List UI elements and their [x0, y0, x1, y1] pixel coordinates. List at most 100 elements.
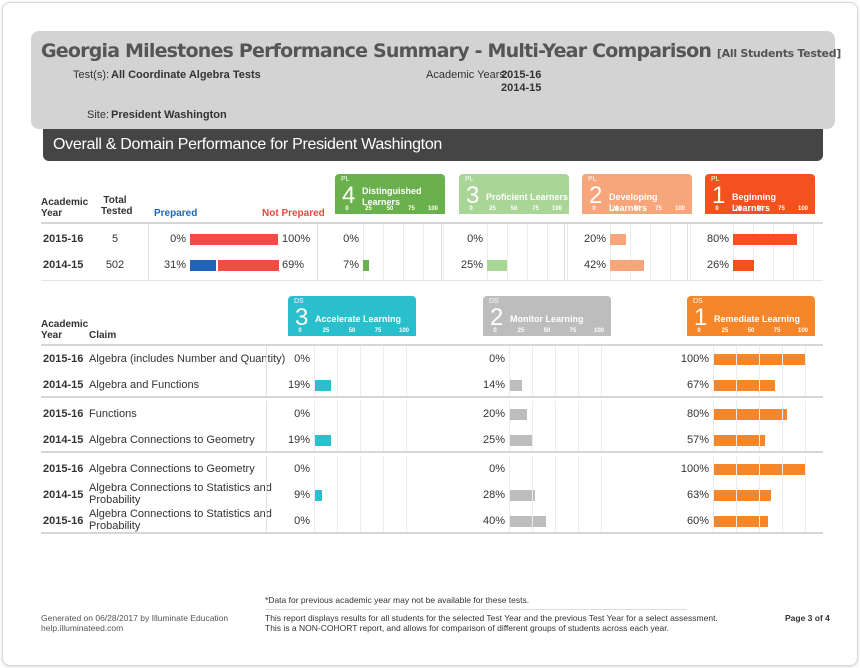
grid-line	[423, 224, 424, 280]
row-tested: 5	[111, 233, 119, 245]
level-number: 1	[712, 182, 726, 209]
domain-value: 20%	[482, 408, 505, 420]
level-name: Proficient Learners	[486, 192, 569, 202]
title-tag: [All Students Tested]	[716, 47, 842, 60]
domain-bar	[314, 380, 332, 391]
footer-divider	[265, 609, 687, 610]
level-header-1: DS 1 Remediate Learning 0 25 50 75 100	[687, 296, 815, 336]
grid-line	[753, 224, 754, 280]
grid-line	[383, 401, 384, 451]
year-1: 2015-16	[501, 69, 542, 81]
grid-line	[690, 224, 691, 280]
claim-year: 2015-16	[43, 463, 84, 475]
level-scale: 0 25 50 75 100	[459, 206, 569, 214]
level-name: Distinguished Learners	[362, 186, 422, 207]
grid-line	[314, 401, 315, 451]
domain-col-sep	[266, 401, 267, 451]
domain-value: 25%	[482, 434, 505, 446]
scale-tick: 0	[298, 328, 302, 334]
level-header-3: DS 3 Accelerate Learning 0 25 50 75 100	[288, 296, 416, 336]
domain-value: 28%	[482, 489, 505, 501]
level-bar	[610, 260, 644, 271]
domain-value: 63%	[686, 489, 709, 501]
footer-desc-2: This is a NON-COHORT report, and allows …	[265, 623, 669, 633]
scale-tick: 100	[593, 328, 605, 334]
scale-tick: 50	[386, 206, 394, 212]
scale-tick: 50	[747, 328, 755, 334]
domain-bar	[509, 409, 528, 420]
grid-line	[555, 456, 556, 532]
scale-tick: 100	[398, 328, 410, 334]
domain-bar	[509, 435, 532, 446]
domain-year-header: Academic Year	[41, 319, 89, 341]
claim-name: Algebra Connections to Statistics and Pro…	[89, 508, 272, 532]
domain-value: 0%	[489, 353, 505, 365]
grid-line	[547, 224, 548, 280]
scale-tick: 50	[543, 328, 551, 334]
grid-line	[360, 401, 361, 451]
level-value: 25%	[460, 259, 483, 271]
scale-tick: 100	[551, 206, 563, 212]
grid-line	[360, 456, 361, 532]
domain-value: 80%	[686, 408, 709, 420]
domain-value: 9%	[294, 489, 310, 501]
scale-tick: 100	[797, 206, 809, 212]
domain-bar	[509, 380, 522, 391]
grid-line	[713, 456, 714, 532]
overall-bottom-rule	[41, 280, 823, 281]
scale-tick: 75	[374, 328, 382, 334]
overall-col-sep	[564, 224, 565, 280]
report-title: Georgia Milestones Performance Summary -…	[41, 40, 842, 62]
level-number: 3	[466, 182, 480, 209]
domain-col-sep	[266, 456, 267, 532]
level-value: 0%	[343, 233, 359, 245]
tests-label: Test(s):	[73, 69, 110, 81]
not-prepared-value: 69%	[282, 259, 305, 271]
domain-bar	[314, 490, 323, 501]
not-prepared-bar	[190, 234, 278, 245]
level-prefix: DS	[693, 298, 703, 305]
tests-value: All Coordinate Algebra Tests	[111, 69, 261, 81]
level-name: Developing Learners	[609, 192, 658, 213]
grid-line	[363, 224, 364, 280]
grid-line	[360, 346, 361, 396]
level-name: Beginning Learners	[732, 192, 776, 213]
level-bar	[733, 234, 797, 245]
level-number: 4	[342, 182, 356, 209]
grid-line	[403, 224, 404, 280]
grid-line	[578, 456, 579, 532]
section-banner: Overall & Domain Performance for Preside…	[43, 129, 823, 161]
grid-line	[406, 401, 407, 451]
level-prefix: PL	[711, 176, 720, 183]
claim-header: Claim	[89, 330, 117, 341]
level-name: Monitor Learning	[510, 314, 584, 324]
grid-line	[782, 346, 783, 396]
level-number: 2	[589, 182, 603, 209]
scale-tick: 0	[715, 206, 719, 212]
claim-year: 2015-16	[43, 408, 84, 420]
domain-bar	[509, 516, 546, 527]
footer-desc-1: This report displays results for all stu…	[265, 613, 718, 623]
page-number: Page 3 of 4	[785, 613, 830, 623]
grid-line	[532, 401, 533, 451]
level-scale: 0 25 50 75 100	[483, 328, 611, 336]
domain-top-rule	[41, 344, 823, 346]
grid-line	[337, 346, 338, 396]
grid-line	[509, 456, 510, 532]
scale-tick: 75	[408, 206, 415, 212]
overall-col-sep	[441, 224, 442, 280]
grid-line	[736, 401, 737, 451]
grid-line	[759, 346, 760, 396]
report-header: Georgia Milestones Performance Summary -…	[31, 31, 841, 129]
scale-tick: 100	[674, 206, 686, 212]
level-header-1: PL 1 Beginning Learners 0 25 50 75 100	[705, 174, 815, 214]
grid-line	[759, 401, 760, 451]
scale-tick: 0	[697, 328, 701, 334]
scale-tick: 25	[489, 206, 496, 212]
level-scale: 0 25 50 75 100	[687, 328, 815, 336]
group-rule	[41, 396, 823, 398]
scale-tick: 0	[493, 328, 497, 334]
help-link[interactable]: help.illuminateed.com	[41, 623, 124, 633]
grid-line	[578, 401, 579, 451]
